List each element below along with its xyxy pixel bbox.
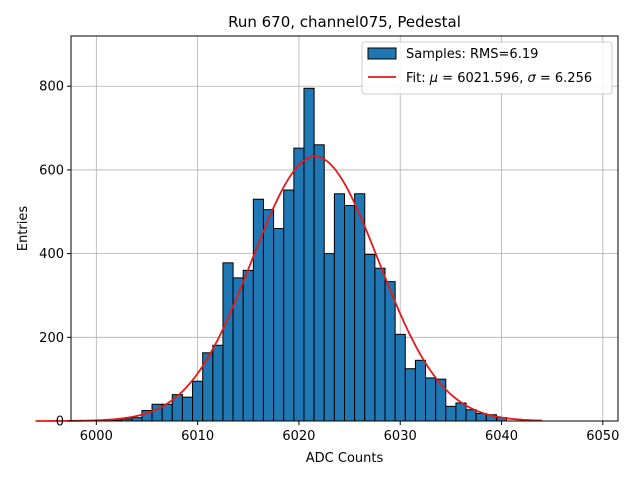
histogram-bar-6009 — [181, 396, 194, 422]
histogram-bar-6029 — [384, 281, 396, 422]
y-axis-ticks: 0 200 400 600 800 — [39, 80, 71, 430]
histogram-bar-6037 — [465, 409, 477, 422]
histogram-bar-6014 — [232, 277, 244, 422]
plot-frame — [70, 35, 619, 422]
histogram-bar-6021 — [303, 87, 315, 422]
y-tick-label-400: 400 — [39, 247, 64, 262]
histogram-bar-6023 — [323, 253, 335, 422]
gaussian-fit-line — [35, 155, 543, 422]
x-tick-label-6050: 6050 — [586, 429, 619, 444]
x-tick-label-6010: 6010 — [181, 429, 214, 444]
histogram-bars — [100, 87, 508, 422]
y-tick-label-800: 800 — [39, 80, 64, 95]
legend-fit-mid: = 6021.596, — [438, 71, 527, 86]
x-tick-label-6030: 6030 — [384, 429, 417, 444]
histogram-bar-6012 — [212, 344, 224, 422]
histogram-bar-6004 — [131, 417, 143, 422]
legend-swatch-samples — [367, 47, 397, 60]
legend-label-fit: Fit: μ = 6021.596, σ = 6.256 — [406, 71, 592, 86]
histogram-bar-6032 — [414, 359, 427, 422]
histogram-bar-6035 — [445, 405, 457, 422]
y-tick-label-0: 0 — [56, 415, 64, 430]
legend-fit-sigma: σ — [528, 71, 537, 86]
histogram-bar-6031 — [404, 368, 416, 422]
histogram-bar-6027 — [364, 253, 376, 422]
histogram-bar-6028 — [374, 267, 386, 422]
histogram-bar-6026 — [354, 193, 366, 422]
x-axis-ticks: 6000 6010 6020 6030 6040 6050 — [80, 421, 619, 444]
x-tick-label-6020: 6020 — [282, 429, 315, 444]
histogram-bar-6019 — [283, 189, 295, 422]
legend-fit-mu: μ — [429, 71, 438, 86]
legend-fit-suffix: = 6.256 — [536, 71, 592, 86]
histogram-bar-6022 — [313, 144, 325, 422]
histogram-bar-6013 — [222, 262, 234, 422]
histogram-bar-6034 — [435, 378, 447, 422]
histogram-bar-6017 — [262, 209, 275, 422]
y-axis-label: Entries — [16, 206, 31, 252]
legend-label-samples: Samples: RMS=6.19 — [406, 47, 538, 62]
histogram-bar-6010 — [192, 380, 204, 422]
histogram-bar-6015 — [242, 269, 254, 422]
legend: Samples: RMS=6.19 Fit: μ = 6021.596, σ =… — [361, 41, 613, 95]
histogram-bar-6020 — [293, 147, 305, 422]
chart-title: Run 670, channel075, Pedestal — [228, 13, 461, 31]
histogram-bar-6024 — [333, 193, 345, 422]
histogram-bar-6033 — [425, 377, 437, 422]
x-tick-label-6040: 6040 — [485, 429, 518, 444]
histogram-bar-6018 — [273, 228, 285, 422]
histogram-bar-6025 — [344, 204, 356, 422]
histogram-bar-6036 — [455, 402, 467, 422]
y-tick-label-200: 200 — [39, 331, 64, 346]
fit-curve — [35, 155, 543, 422]
x-axis-label: ADC Counts — [306, 451, 384, 466]
histogram-bar-6016 — [252, 198, 264, 422]
x-tick-label-6000: 6000 — [80, 429, 113, 444]
legend-fit-prefix: Fit: — [406, 71, 430, 86]
legend-box — [361, 41, 613, 95]
y-tick-label-600: 600 — [39, 163, 64, 178]
histogram-bar-6030 — [394, 333, 406, 422]
